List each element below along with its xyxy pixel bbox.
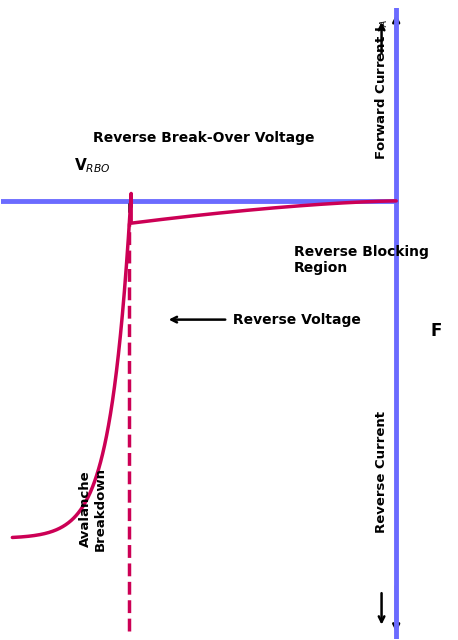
Text: Reverse Voltage: Reverse Voltage xyxy=(228,312,361,326)
Text: F: F xyxy=(431,322,442,340)
Text: Reverse Break-Over Voltage: Reverse Break-Over Voltage xyxy=(93,131,314,145)
Text: V$_{RBO}$: V$_{RBO}$ xyxy=(75,156,111,175)
Text: Avalanche
Breakdown: Avalanche Breakdown xyxy=(79,467,107,551)
Text: Forward Current I$_A$: Forward Current I$_A$ xyxy=(374,19,390,160)
Text: Reverse Current: Reverse Current xyxy=(375,411,388,532)
Text: Reverse Blocking
Region: Reverse Blocking Region xyxy=(294,245,429,275)
